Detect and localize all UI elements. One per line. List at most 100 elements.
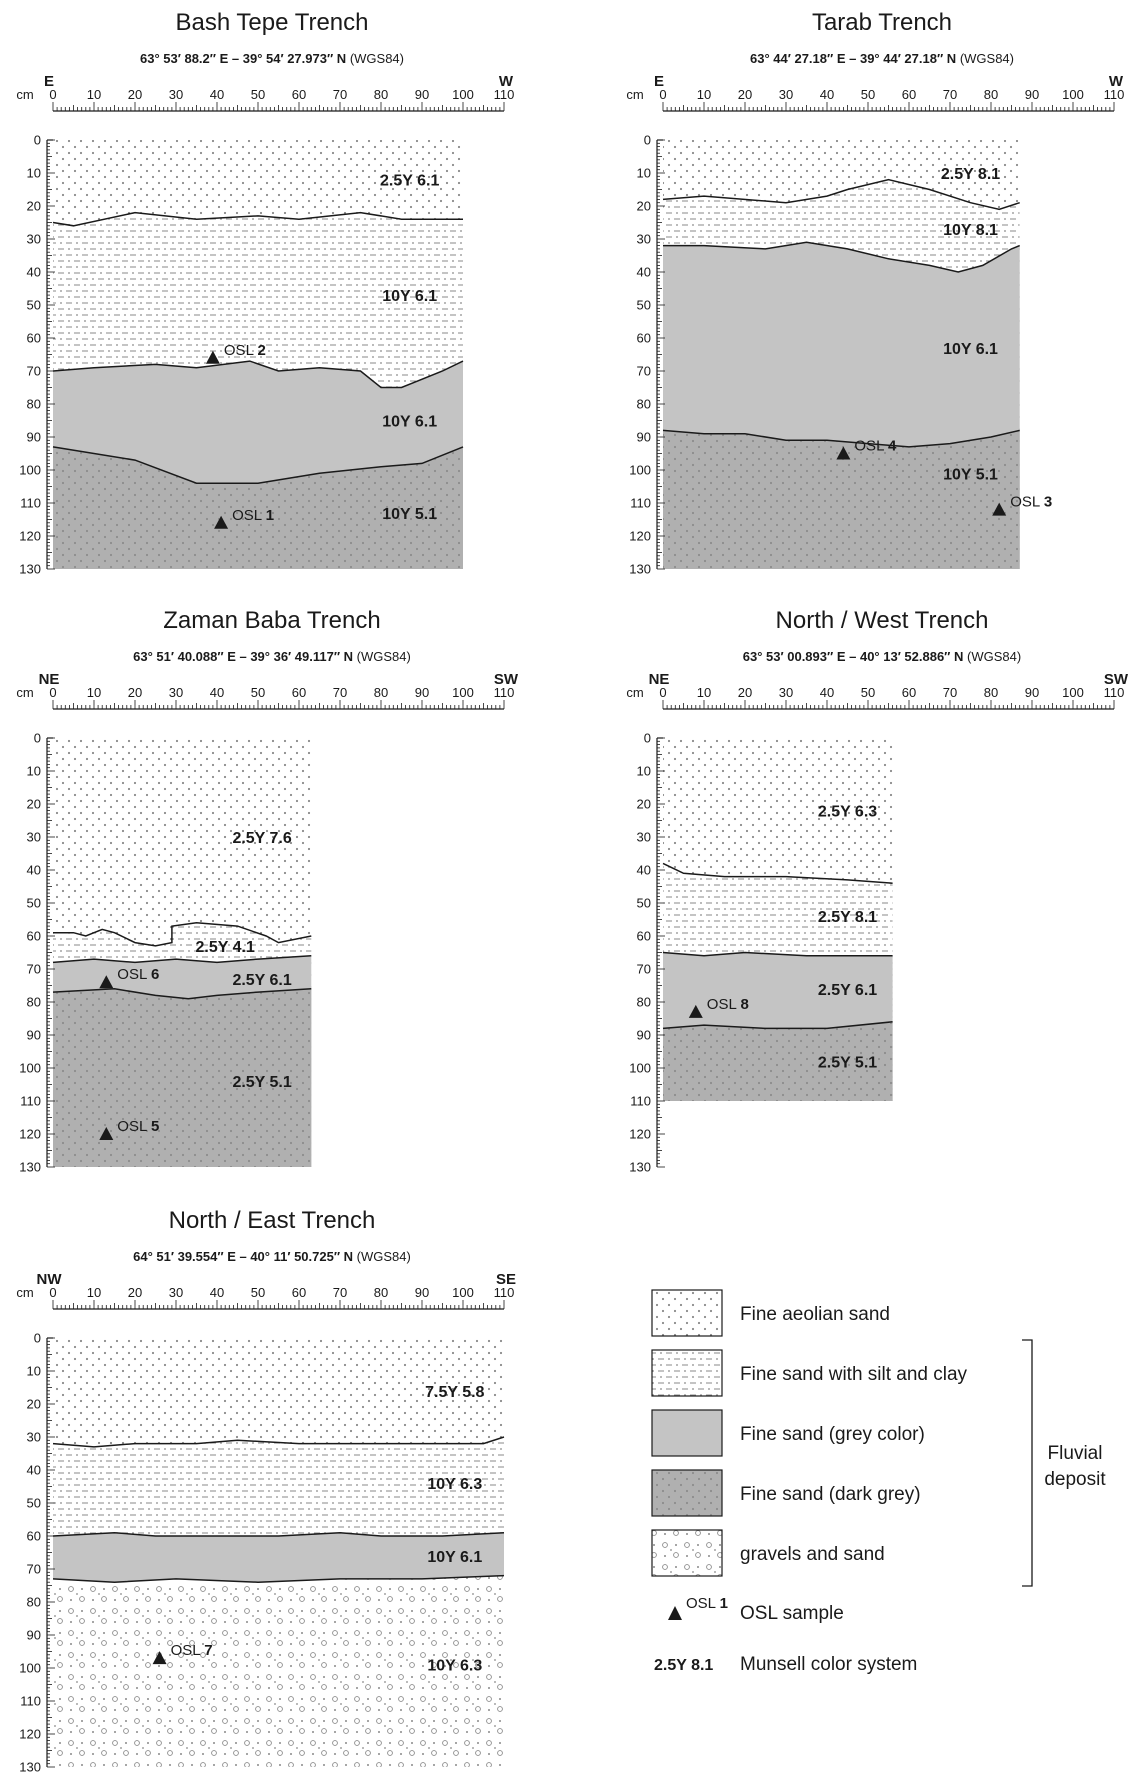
horizontal-tick-label: 30 bbox=[779, 685, 793, 700]
layer-boundary bbox=[52, 1531, 505, 1537]
layer-boundary bbox=[662, 1021, 893, 1030]
depth-tick-label: 0 bbox=[34, 1331, 41, 1346]
osl-label: OSL 7 bbox=[171, 1642, 213, 1659]
coordinates-value: 63° 53′ 00.893″ E – 40° 13′ 52.886″ N bbox=[743, 649, 967, 664]
layer-boundary bbox=[53, 922, 312, 947]
soil-layers bbox=[52, 140, 464, 569]
depth-tick-label: 20 bbox=[27, 1397, 41, 1412]
legend-swatch bbox=[651, 1349, 723, 1397]
legend-item-darkgrey: Fine sand (dark grey) bbox=[651, 1469, 921, 1517]
horizontal-tick-label: 20 bbox=[128, 685, 142, 700]
munsell-label: 2.5Y 5.1 bbox=[232, 1074, 291, 1091]
horizontal-tick-label: 60 bbox=[292, 87, 306, 102]
horizontal-tick-label: 100 bbox=[452, 685, 474, 700]
depth-tick-label: 30 bbox=[27, 1430, 41, 1445]
depth-tick-label: 70 bbox=[637, 962, 651, 977]
munsell-label: 2.5Y 8.1 bbox=[941, 166, 1000, 183]
osl-sample: OSL 8 bbox=[688, 996, 749, 1018]
trench-panel-tarab: Tarab Trench 63° 44′ 27.18″ E – 39° 44′ 2… bbox=[626, 9, 1124, 577]
horizontal-tick-label: 10 bbox=[87, 685, 101, 700]
direction-left: E bbox=[654, 73, 664, 90]
munsell-label: 10Y 8.1 bbox=[943, 222, 998, 239]
horizontal-axis: 0 10 20 30 40 50 60 70 80 90 100 110 cm bbox=[16, 685, 514, 710]
depth-tick-label: 20 bbox=[637, 797, 651, 812]
legend-osl-symbol: OSL 1 bbox=[686, 1595, 728, 1612]
depth-tick-label: 70 bbox=[637, 364, 651, 379]
osl-prefix: OSL bbox=[707, 996, 741, 1013]
munsell-label: 2.5Y 5.1 bbox=[818, 1054, 877, 1071]
osl-prefix: OSL bbox=[224, 342, 258, 359]
horizontal-tick-label: 30 bbox=[169, 685, 183, 700]
direction-left: NW bbox=[37, 1271, 63, 1288]
horizontal-tick-label: 0 bbox=[49, 1285, 56, 1300]
fluvial-label-line1: Fluvial bbox=[1048, 1443, 1103, 1464]
depth-tick-label: 100 bbox=[19, 1661, 41, 1676]
layer-boundary bbox=[662, 862, 893, 884]
trench-title: Bash Tepe Trench bbox=[175, 9, 368, 36]
depth-tick-label: 70 bbox=[27, 962, 41, 977]
legend-munsell-example: 2.5Y 8.1 bbox=[654, 1657, 713, 1674]
horizontal-tick-label: 80 bbox=[984, 87, 998, 102]
horizontal-tick-label: 90 bbox=[1025, 685, 1039, 700]
munsell-label: 2.5Y 6.1 bbox=[380, 173, 439, 190]
trench-panel-bash-tepe: Bash Tepe Trench 63° 53′ 88.2″ E – 39° 54… bbox=[16, 9, 514, 577]
horizontal-tick-label: 20 bbox=[128, 87, 142, 102]
soil-layers bbox=[662, 140, 1020, 570]
horizontal-axis: 0 10 20 30 40 50 60 70 80 90 100 110 cm bbox=[16, 1285, 514, 1310]
legend-label: Fine aeolian sand bbox=[740, 1304, 890, 1325]
depth-tick-label: 100 bbox=[629, 1061, 651, 1076]
legend-swatch bbox=[651, 1469, 723, 1517]
coordinates-value: 63° 51′ 40.088″ E – 39° 36′ 49.117″ N bbox=[133, 649, 357, 664]
trench-title: Zaman Baba Trench bbox=[163, 607, 380, 634]
osl-label: OSL 1 bbox=[232, 507, 274, 524]
horizontal-axis: 0 10 20 30 40 50 60 70 80 90 100 110 cm bbox=[16, 87, 514, 112]
coordinates-datum: (WGS84) bbox=[357, 649, 411, 664]
osl-triangle-icon bbox=[668, 1606, 682, 1620]
osl-label: OSL 4 bbox=[854, 438, 897, 455]
depth-tick-label: 100 bbox=[19, 463, 41, 478]
layer-boundary bbox=[52, 360, 464, 389]
munsell-label: 10Y 6.1 bbox=[382, 414, 437, 431]
munsell-label: 7.5Y 5.8 bbox=[425, 1384, 484, 1401]
osl-triangle-icon bbox=[99, 1127, 114, 1140]
layer-boundary bbox=[52, 988, 312, 1000]
layer-darkgrey bbox=[53, 988, 312, 1167]
depth-tick-label: 130 bbox=[629, 562, 651, 577]
soil-layers bbox=[662, 738, 893, 1101]
horizontal-tick-label: 90 bbox=[415, 685, 429, 700]
horizontal-tick-label: 60 bbox=[292, 1285, 306, 1300]
horizontal-tick-label: 0 bbox=[659, 685, 666, 700]
coordinates-datum: (WGS84) bbox=[967, 649, 1021, 664]
legend-swatch bbox=[651, 1289, 723, 1337]
coordinates-datum: (WGS84) bbox=[960, 51, 1014, 66]
munsell-label: 2.5Y 7.6 bbox=[232, 830, 291, 847]
direction-right: W bbox=[499, 73, 514, 90]
munsell-label: 10Y 6.1 bbox=[427, 1549, 482, 1566]
direction-right: SE bbox=[496, 1271, 516, 1288]
layer-darkgrey bbox=[663, 1021, 893, 1101]
horizontal-tick-label: 10 bbox=[697, 87, 711, 102]
depth-tick-label: 20 bbox=[27, 199, 41, 214]
axis-unit: cm bbox=[16, 87, 33, 102]
horizontal-tick-label: 70 bbox=[333, 685, 347, 700]
coordinates-datum: (WGS84) bbox=[350, 51, 404, 66]
depth-tick-label: 60 bbox=[637, 929, 651, 944]
depth-tick-label: 50 bbox=[27, 298, 41, 313]
depth-tick-label: 130 bbox=[19, 562, 41, 577]
horizontal-tick-label: 110 bbox=[1104, 685, 1125, 700]
trench-panel-north-east: North / East Trench 64° 51′ 39.554″ E – 4… bbox=[16, 1207, 516, 1775]
soil-layers bbox=[52, 738, 312, 1167]
osl-sample: OSL 5 bbox=[99, 1118, 159, 1140]
depth-tick-label: 0 bbox=[34, 133, 41, 148]
horizontal-tick-label: 40 bbox=[210, 87, 224, 102]
horizontal-tick-label: 50 bbox=[861, 685, 875, 700]
coordinates-value: 63° 53′ 88.2″ E – 39° 54′ 27.973″ N bbox=[140, 51, 350, 66]
depth-tick-label: 40 bbox=[637, 863, 651, 878]
horizontal-tick-label: 50 bbox=[251, 1285, 265, 1300]
axis-unit: cm bbox=[16, 1285, 33, 1300]
depth-tick-label: 90 bbox=[27, 1628, 41, 1643]
depth-tick-label: 120 bbox=[629, 529, 651, 544]
horizontal-tick-label: 60 bbox=[902, 87, 916, 102]
legend-osl-label: OSL sample bbox=[740, 1603, 844, 1624]
osl-prefix: OSL bbox=[854, 438, 888, 455]
